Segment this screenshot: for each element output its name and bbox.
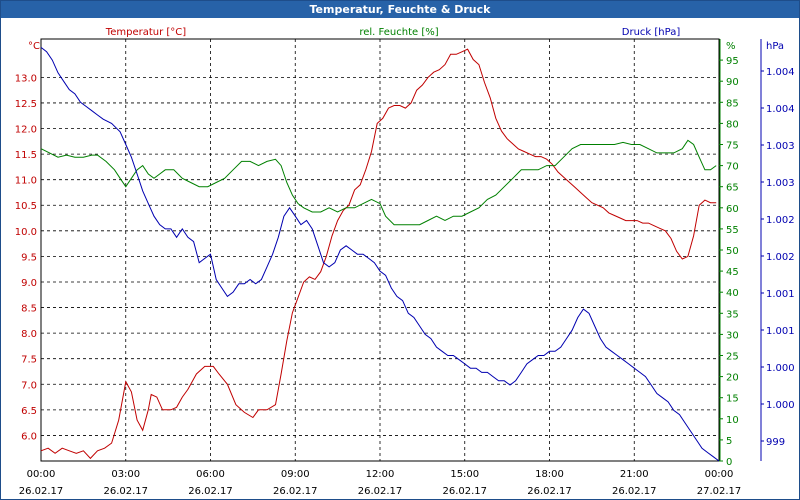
temp-tick-label: 12.5: [15, 99, 37, 110]
humidity-series-line: [40, 139, 717, 226]
humidity-tick-label: 60: [726, 204, 739, 215]
x-tick-date: 26.02.17: [19, 486, 64, 497]
humidity-tick-label: 35: [726, 309, 739, 320]
x-tick-date: 26.02.17: [612, 486, 657, 497]
humidity-tick-label: 0: [726, 457, 732, 468]
pressure-tick-label: 1.003: [766, 141, 795, 152]
temp-tick-label: 13.0: [15, 73, 37, 84]
temp-tick-label: 7.0: [21, 380, 37, 391]
pressure-tick-label: 999: [766, 437, 785, 448]
temp-tick-label: 10.5: [15, 201, 37, 212]
temp-tick-label: 8.0: [21, 329, 37, 340]
humidity-tick-label: 5: [726, 436, 732, 447]
pressure-tick-label: 1.000: [766, 400, 795, 411]
x-tick-date: 26.02.17: [442, 486, 487, 497]
x-tick-time: 06:00: [196, 469, 225, 480]
x-tick-time: 21:00: [620, 469, 649, 480]
humidity-tick-label: 40: [726, 288, 739, 299]
pressure-series-line: [40, 47, 720, 462]
x-tick-date: 26.02.17: [273, 486, 318, 497]
humidity-tick-label: 10: [726, 415, 739, 426]
pressure-tick-label: 1.004: [766, 67, 795, 78]
humidity-tick-label: 95: [726, 56, 739, 67]
humidity-tick-label: 65: [726, 183, 739, 194]
temp-tick-label: 12.0: [15, 125, 37, 136]
x-tick-time: 00:00: [27, 469, 56, 480]
humidity-axis-title: rel. Feuchte [%]: [359, 27, 438, 38]
x-tick-date: 26.02.17: [188, 486, 233, 497]
temp-tick-label: 11.5: [15, 150, 37, 161]
temperature-axis-title: Temperatur [°C]: [105, 27, 186, 38]
x-tick-date: 26.02.17: [527, 486, 572, 497]
window-title: Temperatur, Feuchte & Druck: [1, 1, 799, 18]
temp-tick-label: 9.0: [21, 278, 37, 289]
x-tick-date: 27.02.17: [697, 486, 742, 497]
humidity-tick-label: 80: [726, 119, 739, 130]
temp-tick-label: 9.5: [21, 252, 37, 263]
pressure-tick-label: 1.004: [766, 104, 795, 115]
humidity-unit-label: %: [726, 41, 736, 52]
humidity-tick-label: 45: [726, 267, 739, 278]
humidity-tick-label: 70: [726, 162, 739, 173]
x-tick-time: 15:00: [450, 469, 479, 480]
x-tick-time: 09:00: [281, 469, 310, 480]
temp-tick-label: 7.5: [21, 355, 37, 366]
temp-tick-label: 6.5: [21, 406, 37, 417]
humidity-tick-label: 90: [726, 77, 739, 88]
pressure-tick-label: 1.000: [766, 363, 795, 374]
humidity-tick-label: 30: [726, 330, 739, 341]
pressure-axis-title: Druck [hPa]: [622, 27, 681, 38]
x-tick-time: 00:00: [705, 469, 734, 480]
pressure-tick-label: 1.002: [766, 215, 795, 226]
humidity-tick-label: 15: [726, 394, 739, 405]
temperature-series-line: [40, 48, 717, 460]
humidity-tick-label: 55: [726, 225, 739, 236]
pressure-tick-label: 1.001: [766, 326, 795, 337]
x-tick-time: 18:00: [535, 469, 564, 480]
temp-tick-label: 11.0: [15, 176, 37, 187]
temp-tick-label: 6.0: [21, 431, 37, 442]
pressure-tick-label: 1.001: [766, 289, 795, 300]
temperature-unit-label: °C: [28, 41, 40, 52]
temp-tick-label: 10.0: [15, 227, 37, 238]
pressure-tick-label: 1.003: [766, 178, 795, 189]
x-tick-time: 03:00: [111, 469, 140, 480]
x-tick-time: 12:00: [366, 469, 395, 480]
humidity-tick-label: 75: [726, 141, 739, 152]
humidity-tick-label: 20: [726, 373, 739, 384]
x-tick-date: 26.02.17: [103, 486, 148, 497]
pressure-unit-label: hPa: [766, 41, 784, 52]
humidity-tick-label: 50: [726, 246, 739, 257]
humidity-tick-label: 25: [726, 352, 739, 363]
pressure-tick-label: 1.002: [766, 252, 795, 263]
temp-tick-label: 8.5: [21, 304, 37, 315]
humidity-tick-label: 85: [726, 98, 739, 109]
x-tick-date: 26.02.17: [358, 486, 403, 497]
